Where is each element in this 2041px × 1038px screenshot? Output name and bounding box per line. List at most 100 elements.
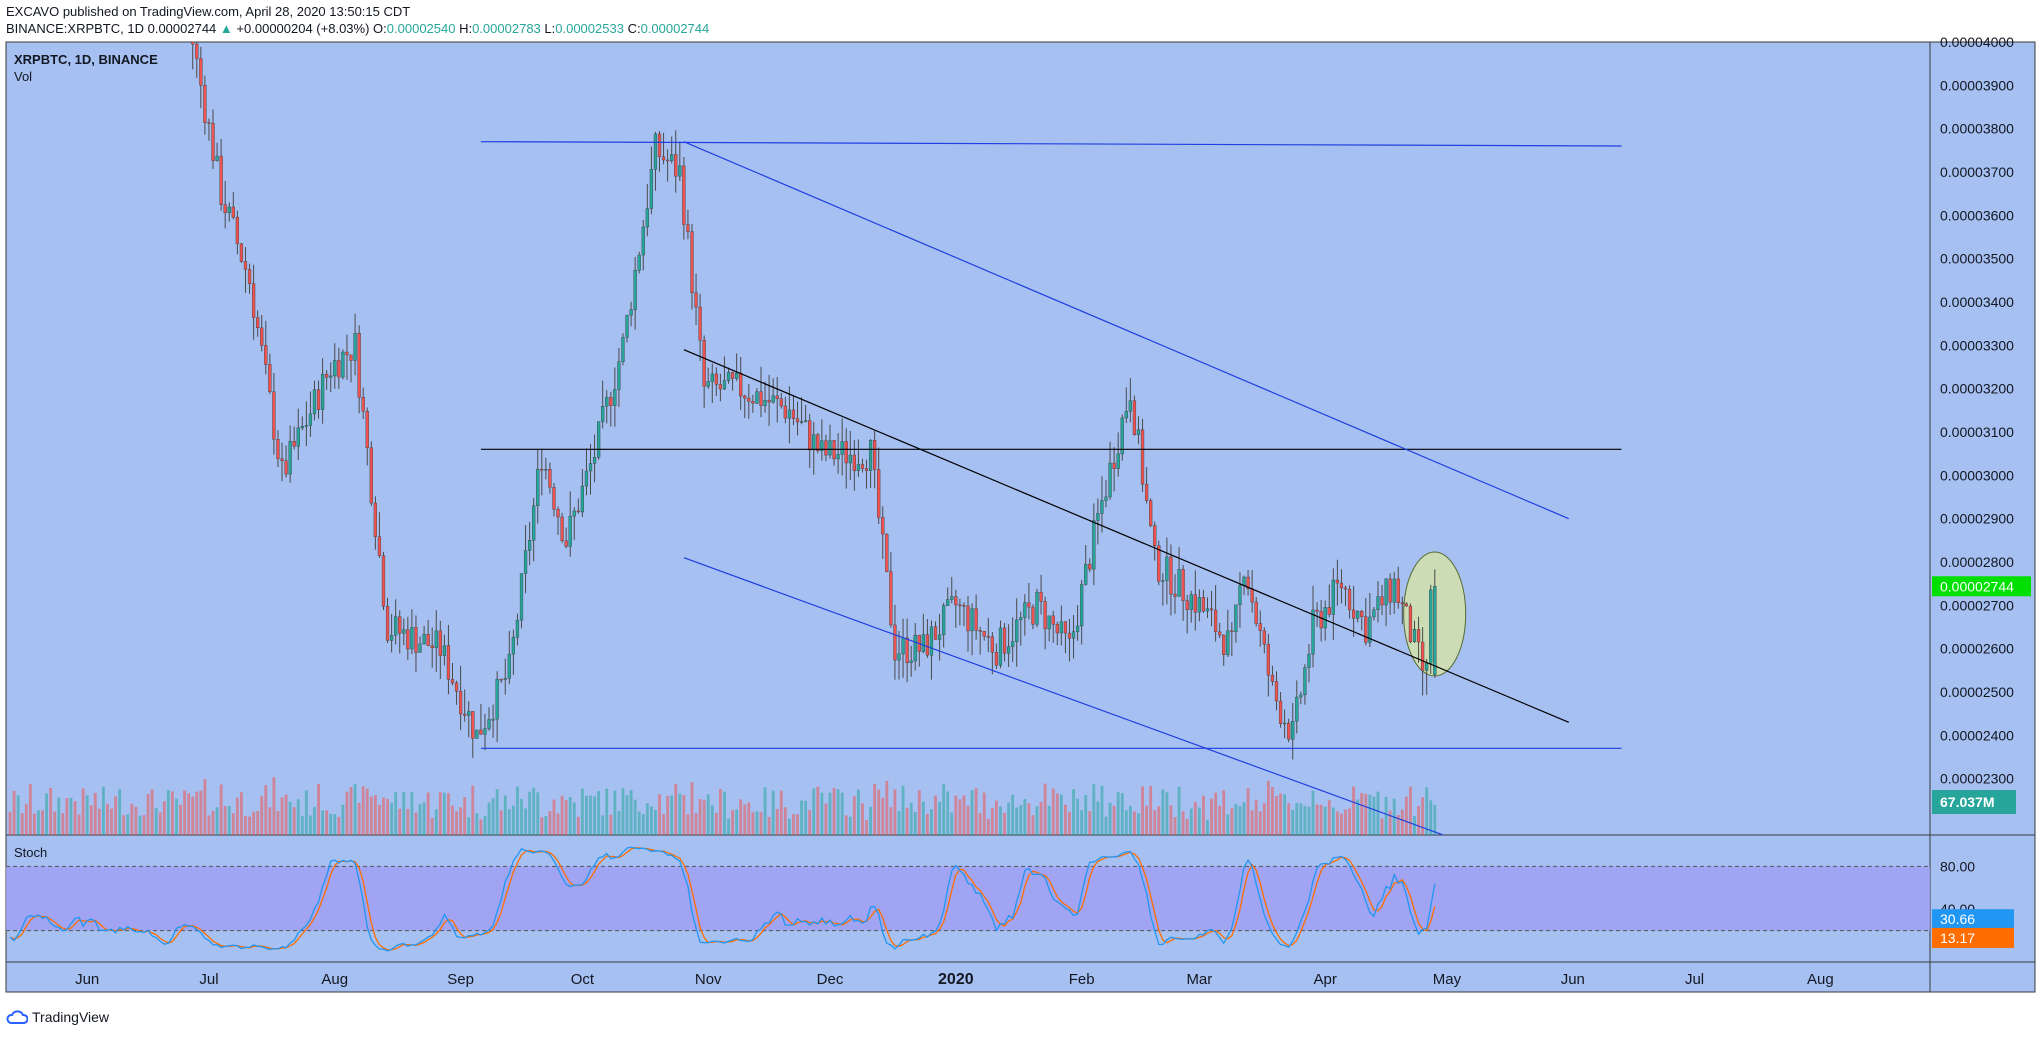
volume-bar (808, 809, 812, 835)
candle-body (1295, 696, 1299, 722)
candle-body (1266, 644, 1270, 676)
volume-bar (459, 807, 463, 835)
volume-bar (235, 797, 239, 835)
candle-body (1412, 628, 1417, 642)
volume-bar (511, 805, 515, 835)
volume-bar (171, 791, 174, 835)
candle-body (523, 550, 528, 574)
candle-body (1023, 602, 1027, 618)
volume-bar (548, 811, 552, 835)
stoch-k-line (9, 846, 1436, 952)
candle-body (410, 627, 414, 650)
volume-bar (1076, 798, 1080, 835)
candle-body (873, 440, 877, 470)
volume-bar (625, 795, 629, 835)
trendline[interactable] (480, 141, 1622, 147)
candle-body (702, 339, 706, 387)
candle-body (633, 270, 637, 310)
stoch-tick-label: 80.00 (1940, 858, 1975, 874)
volume-bar (479, 819, 483, 835)
candle-body (1124, 410, 1128, 419)
candle-body (1392, 578, 1396, 603)
candle-body (284, 460, 288, 475)
volume-bar (499, 810, 503, 835)
candle-body (341, 351, 345, 378)
candle-body (1006, 646, 1011, 654)
volume-bar (296, 799, 300, 835)
volume-bar (641, 814, 645, 835)
candle-body (1323, 607, 1327, 629)
change-arrow: ▲ (219, 21, 233, 36)
volume-bar (284, 794, 288, 835)
candle-body (1238, 585, 1242, 605)
candle-body (329, 375, 333, 378)
volume-bar (166, 790, 170, 835)
volume-bar (556, 813, 560, 835)
volume-bar (1417, 806, 1420, 835)
price-tick-label: 0.00003400 (1940, 294, 2014, 310)
tradingview-footer[interactable]: TradingView (6, 1009, 109, 1025)
volume-bar (682, 795, 686, 835)
volume-bar (309, 815, 312, 835)
volume-bar (974, 788, 978, 835)
volume-bar (1226, 814, 1230, 835)
volume-bar (568, 797, 572, 835)
volume-bar (304, 790, 308, 835)
candle-body (1019, 617, 1023, 621)
volume-bar (1344, 809, 1347, 835)
candle-body (966, 605, 970, 632)
volume-bar (349, 787, 353, 835)
candle-body (929, 626, 934, 656)
low-label: L: (544, 21, 556, 36)
candle-body (179, 3, 182, 14)
candle-body (272, 391, 276, 440)
time-axis-background (6, 962, 1930, 992)
volume-bar (966, 805, 970, 835)
volume-bar (832, 788, 836, 835)
candle-body (1092, 520, 1096, 570)
volume-bar (990, 808, 994, 835)
volume-bar (1007, 802, 1011, 835)
volume-bar (223, 806, 227, 835)
volume-bar (386, 798, 389, 835)
volume-bar (12, 790, 16, 835)
candle-body (795, 418, 800, 423)
volume-bar (1409, 786, 1412, 835)
candle-body (694, 292, 698, 308)
volume-bar (694, 813, 698, 835)
candle-body (718, 384, 723, 390)
candle-body (337, 360, 341, 378)
price-tick-label: 0.00003100 (1940, 424, 2014, 440)
volume-bar (1181, 811, 1185, 835)
candle-body (1380, 596, 1384, 606)
volume-bar (455, 811, 458, 835)
candle-body (1100, 500, 1104, 514)
candle-body (438, 630, 442, 656)
open-value: 0.00002540 (386, 21, 456, 36)
candle-body (1205, 608, 1210, 612)
volume-bar (321, 810, 325, 835)
candle-body (1185, 600, 1189, 610)
candle-body (962, 604, 966, 607)
trendline[interactable] (683, 141, 1569, 520)
volume-bar (93, 792, 97, 835)
candle-body (617, 361, 621, 390)
volume-bar (248, 816, 251, 835)
candle-body (402, 629, 406, 634)
candle-body (645, 208, 649, 228)
trendline[interactable] (683, 349, 1569, 723)
volume-bar (820, 792, 824, 835)
candle-body (454, 682, 459, 692)
volume-bar (207, 815, 211, 835)
candle-body (625, 314, 629, 338)
volume-bar (1400, 809, 1404, 835)
volume-bar (804, 800, 808, 835)
candle-body (1327, 607, 1331, 615)
candle-body (678, 165, 682, 177)
candle-body (954, 596, 958, 606)
price-tick-label: 0.00002300 (1940, 771, 2014, 787)
trendline[interactable] (683, 557, 1455, 840)
volume-bar (844, 815, 848, 835)
volume-bar (1173, 817, 1177, 835)
